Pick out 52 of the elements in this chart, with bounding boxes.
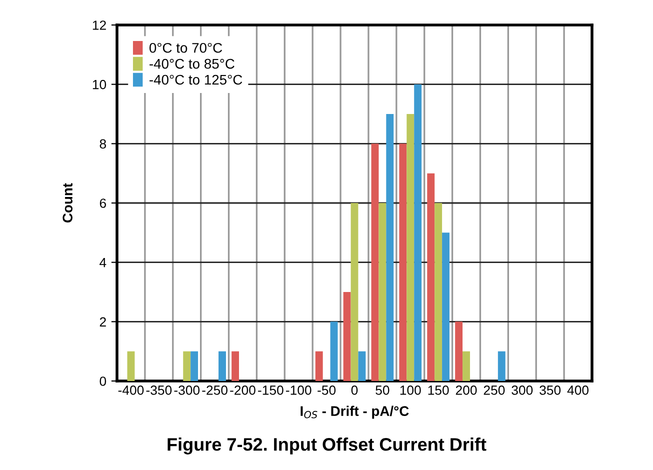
bar <box>343 292 351 381</box>
x-tick-label: 200 <box>456 386 477 395</box>
y-tick-label: 12 <box>92 20 106 30</box>
bar <box>358 351 366 381</box>
bar <box>371 144 379 381</box>
bar <box>127 351 135 381</box>
y-tick-label: 2 <box>100 317 106 326</box>
x-tick-label: -150 <box>258 386 284 395</box>
x-tick-label: -400 <box>118 386 144 395</box>
bar <box>183 351 191 381</box>
legend-label: -40°C to 85°C <box>150 58 234 69</box>
x-tick-label: -100 <box>286 386 312 395</box>
bar <box>399 144 407 381</box>
bar <box>386 114 394 381</box>
x-tick-label: 150 <box>428 386 449 395</box>
bar <box>350 203 358 381</box>
bar <box>232 351 240 381</box>
x-tick-label: -50 <box>318 386 336 395</box>
bar <box>434 203 442 381</box>
x-tick-label: 300 <box>512 386 533 395</box>
x-tick-label: -200 <box>230 386 256 395</box>
y-tick-label: 6 <box>100 198 106 208</box>
bar <box>406 114 414 381</box>
x-tick-label: -300 <box>174 386 200 395</box>
bar <box>315 351 323 381</box>
x-tick-label: -250 <box>202 386 228 395</box>
y-tick-label: 4 <box>100 258 106 268</box>
bar <box>378 203 386 381</box>
bar <box>190 351 198 381</box>
y-tick-label: 10 <box>92 80 106 90</box>
legend-label: -40°C to 125°C <box>150 74 242 85</box>
legend-label: 0°C to 70°C <box>149 42 222 53</box>
text: Figure 7-52. Input Offset Current Drift <box>168 438 486 454</box>
x-tick-label: 100 <box>400 386 421 395</box>
x-tick-label: 250 <box>484 386 505 395</box>
bar <box>462 351 470 381</box>
bar <box>218 351 226 381</box>
x-tick-label: -350 <box>146 386 172 395</box>
y-tick-label: 0 <box>100 376 106 386</box>
x-tick-label: 50 <box>376 386 390 395</box>
bar <box>427 173 435 381</box>
x-tick-label: 350 <box>540 386 561 395</box>
x-tick-label: 0 <box>351 386 358 395</box>
x-tick-label: 400 <box>567 386 589 395</box>
x-axis-title: I$_{OS}$ - Drift - pA/°C <box>300 406 409 419</box>
bar <box>414 84 422 381</box>
y-axis-title: Count <box>62 183 72 222</box>
bar <box>455 322 463 381</box>
bar <box>442 232 450 381</box>
bar <box>498 351 506 381</box>
bar <box>330 322 338 381</box>
y-tick-label: 8 <box>100 139 106 149</box>
